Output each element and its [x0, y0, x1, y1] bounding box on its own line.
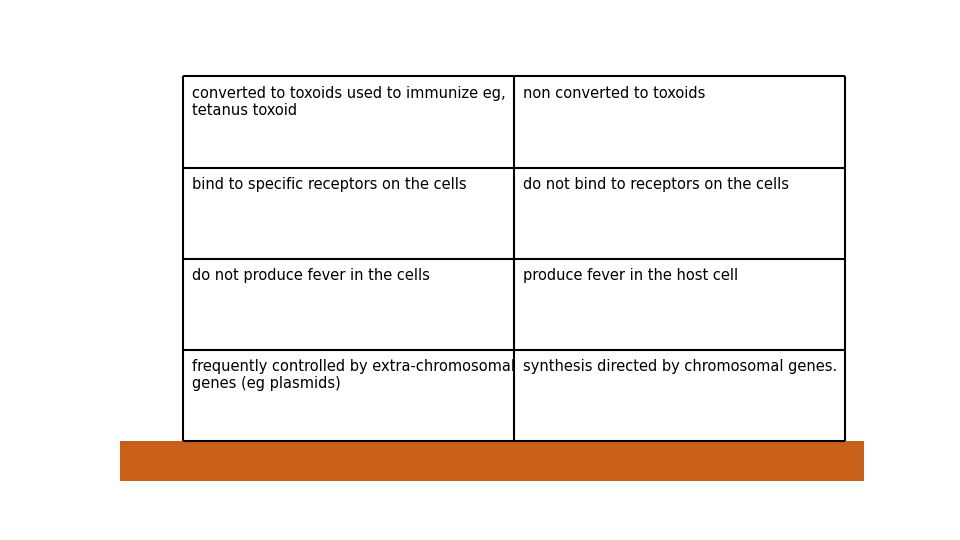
- Text: produce fever in the host cell: produce fever in the host cell: [523, 268, 738, 283]
- Text: synthesis directed by chromosomal genes.: synthesis directed by chromosomal genes.: [523, 359, 837, 374]
- Bar: [120, 441, 864, 481]
- Text: do not produce fever in the cells: do not produce fever in the cells: [192, 268, 430, 283]
- Text: bind to specific receptors on the cells: bind to specific receptors on the cells: [192, 177, 467, 192]
- Bar: [183, 77, 846, 441]
- Text: converted to toxoids used to immunize eg,
tetanus toxoid: converted to toxoids used to immunize eg…: [192, 85, 506, 118]
- Text: frequently controlled by extra-chromosomal
genes (eg plasmids): frequently controlled by extra-chromosom…: [192, 359, 516, 392]
- Text: do not bind to receptors on the cells: do not bind to receptors on the cells: [523, 177, 789, 192]
- Text: non converted to toxoids: non converted to toxoids: [523, 85, 706, 100]
